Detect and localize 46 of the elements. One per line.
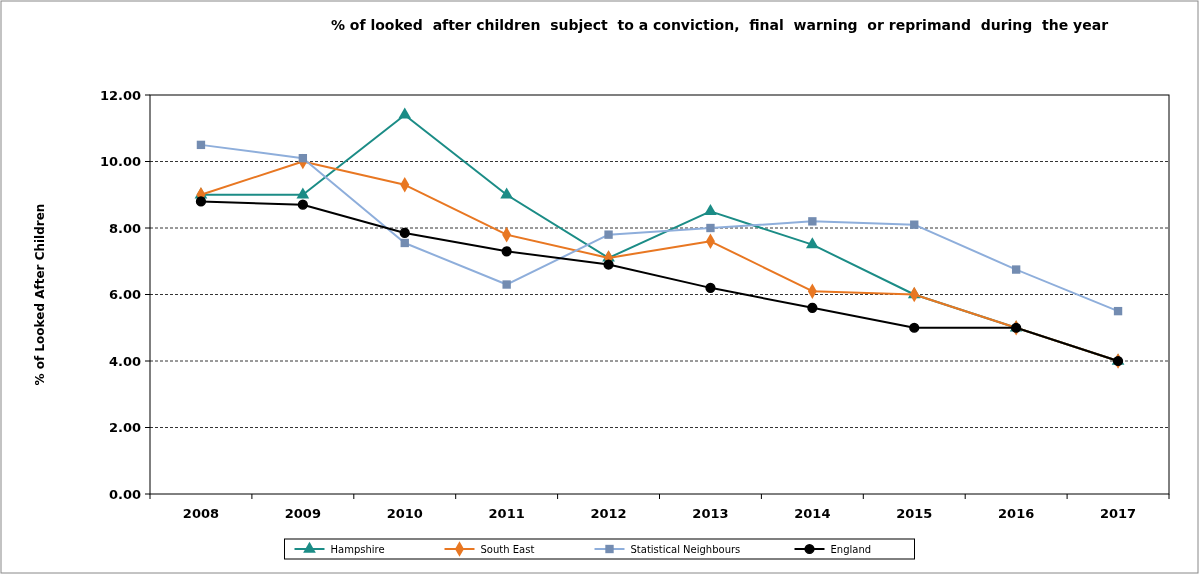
- y-tick-label: 2.00: [108, 420, 141, 436]
- point: [297, 199, 308, 210]
- legend-label: Hampshire: [330, 543, 385, 555]
- y-tick-label: 6.00: [108, 287, 141, 303]
- y-tick-label: 10.00: [99, 154, 141, 170]
- point: [195, 196, 207, 207]
- point: [704, 204, 717, 216]
- chart-title: % of looked after children subject to a conviction, final warning or reprimand during the year: [330, 17, 1109, 33]
- point: [706, 223, 715, 233]
- x-tick-label: 2015: [896, 506, 933, 521]
- point: [400, 238, 409, 248]
- y-tick-label: 0.00: [108, 486, 141, 502]
- legend-label: England: [830, 543, 872, 555]
- point: [910, 220, 919, 229]
- point: [501, 246, 512, 257]
- y-tick-label: 12.00: [99, 87, 141, 103]
- x-tick-label: 2016: [998, 506, 1035, 521]
- point: [399, 227, 410, 239]
- x-tick-label: 2011: [488, 506, 525, 521]
- point: [296, 187, 310, 199]
- x-tick-label: 2008: [182, 506, 220, 521]
- point: [807, 302, 818, 313]
- point: [603, 259, 614, 270]
- point: [502, 280, 511, 289]
- x-tick-label: 2010: [386, 506, 423, 521]
- point: [805, 237, 819, 249]
- point: [298, 153, 308, 163]
- x-tick-label: 2012: [590, 506, 627, 521]
- point: [909, 322, 920, 333]
- legend-label: South East: [480, 543, 535, 555]
- legend-label: Statistical Neighbours: [630, 543, 741, 555]
- point: [196, 140, 206, 150]
- x-tick-label: 2017: [1099, 506, 1137, 521]
- x-tick-label: 2009: [284, 506, 321, 521]
- x-tick-label: 2013: [692, 506, 729, 521]
- point: [398, 107, 412, 119]
- x-tick-label: 2014: [794, 506, 831, 521]
- point: [808, 217, 817, 226]
- y-tick-label: 4.00: [108, 353, 141, 369]
- point: [500, 187, 514, 199]
- y-axis-title: % of Looked After Children: [33, 203, 47, 386]
- y-tick-label: 8.00: [108, 220, 141, 236]
- point: [604, 230, 613, 239]
- point: [705, 282, 716, 293]
- point: [1113, 306, 1123, 316]
- point: [1011, 265, 1021, 274]
